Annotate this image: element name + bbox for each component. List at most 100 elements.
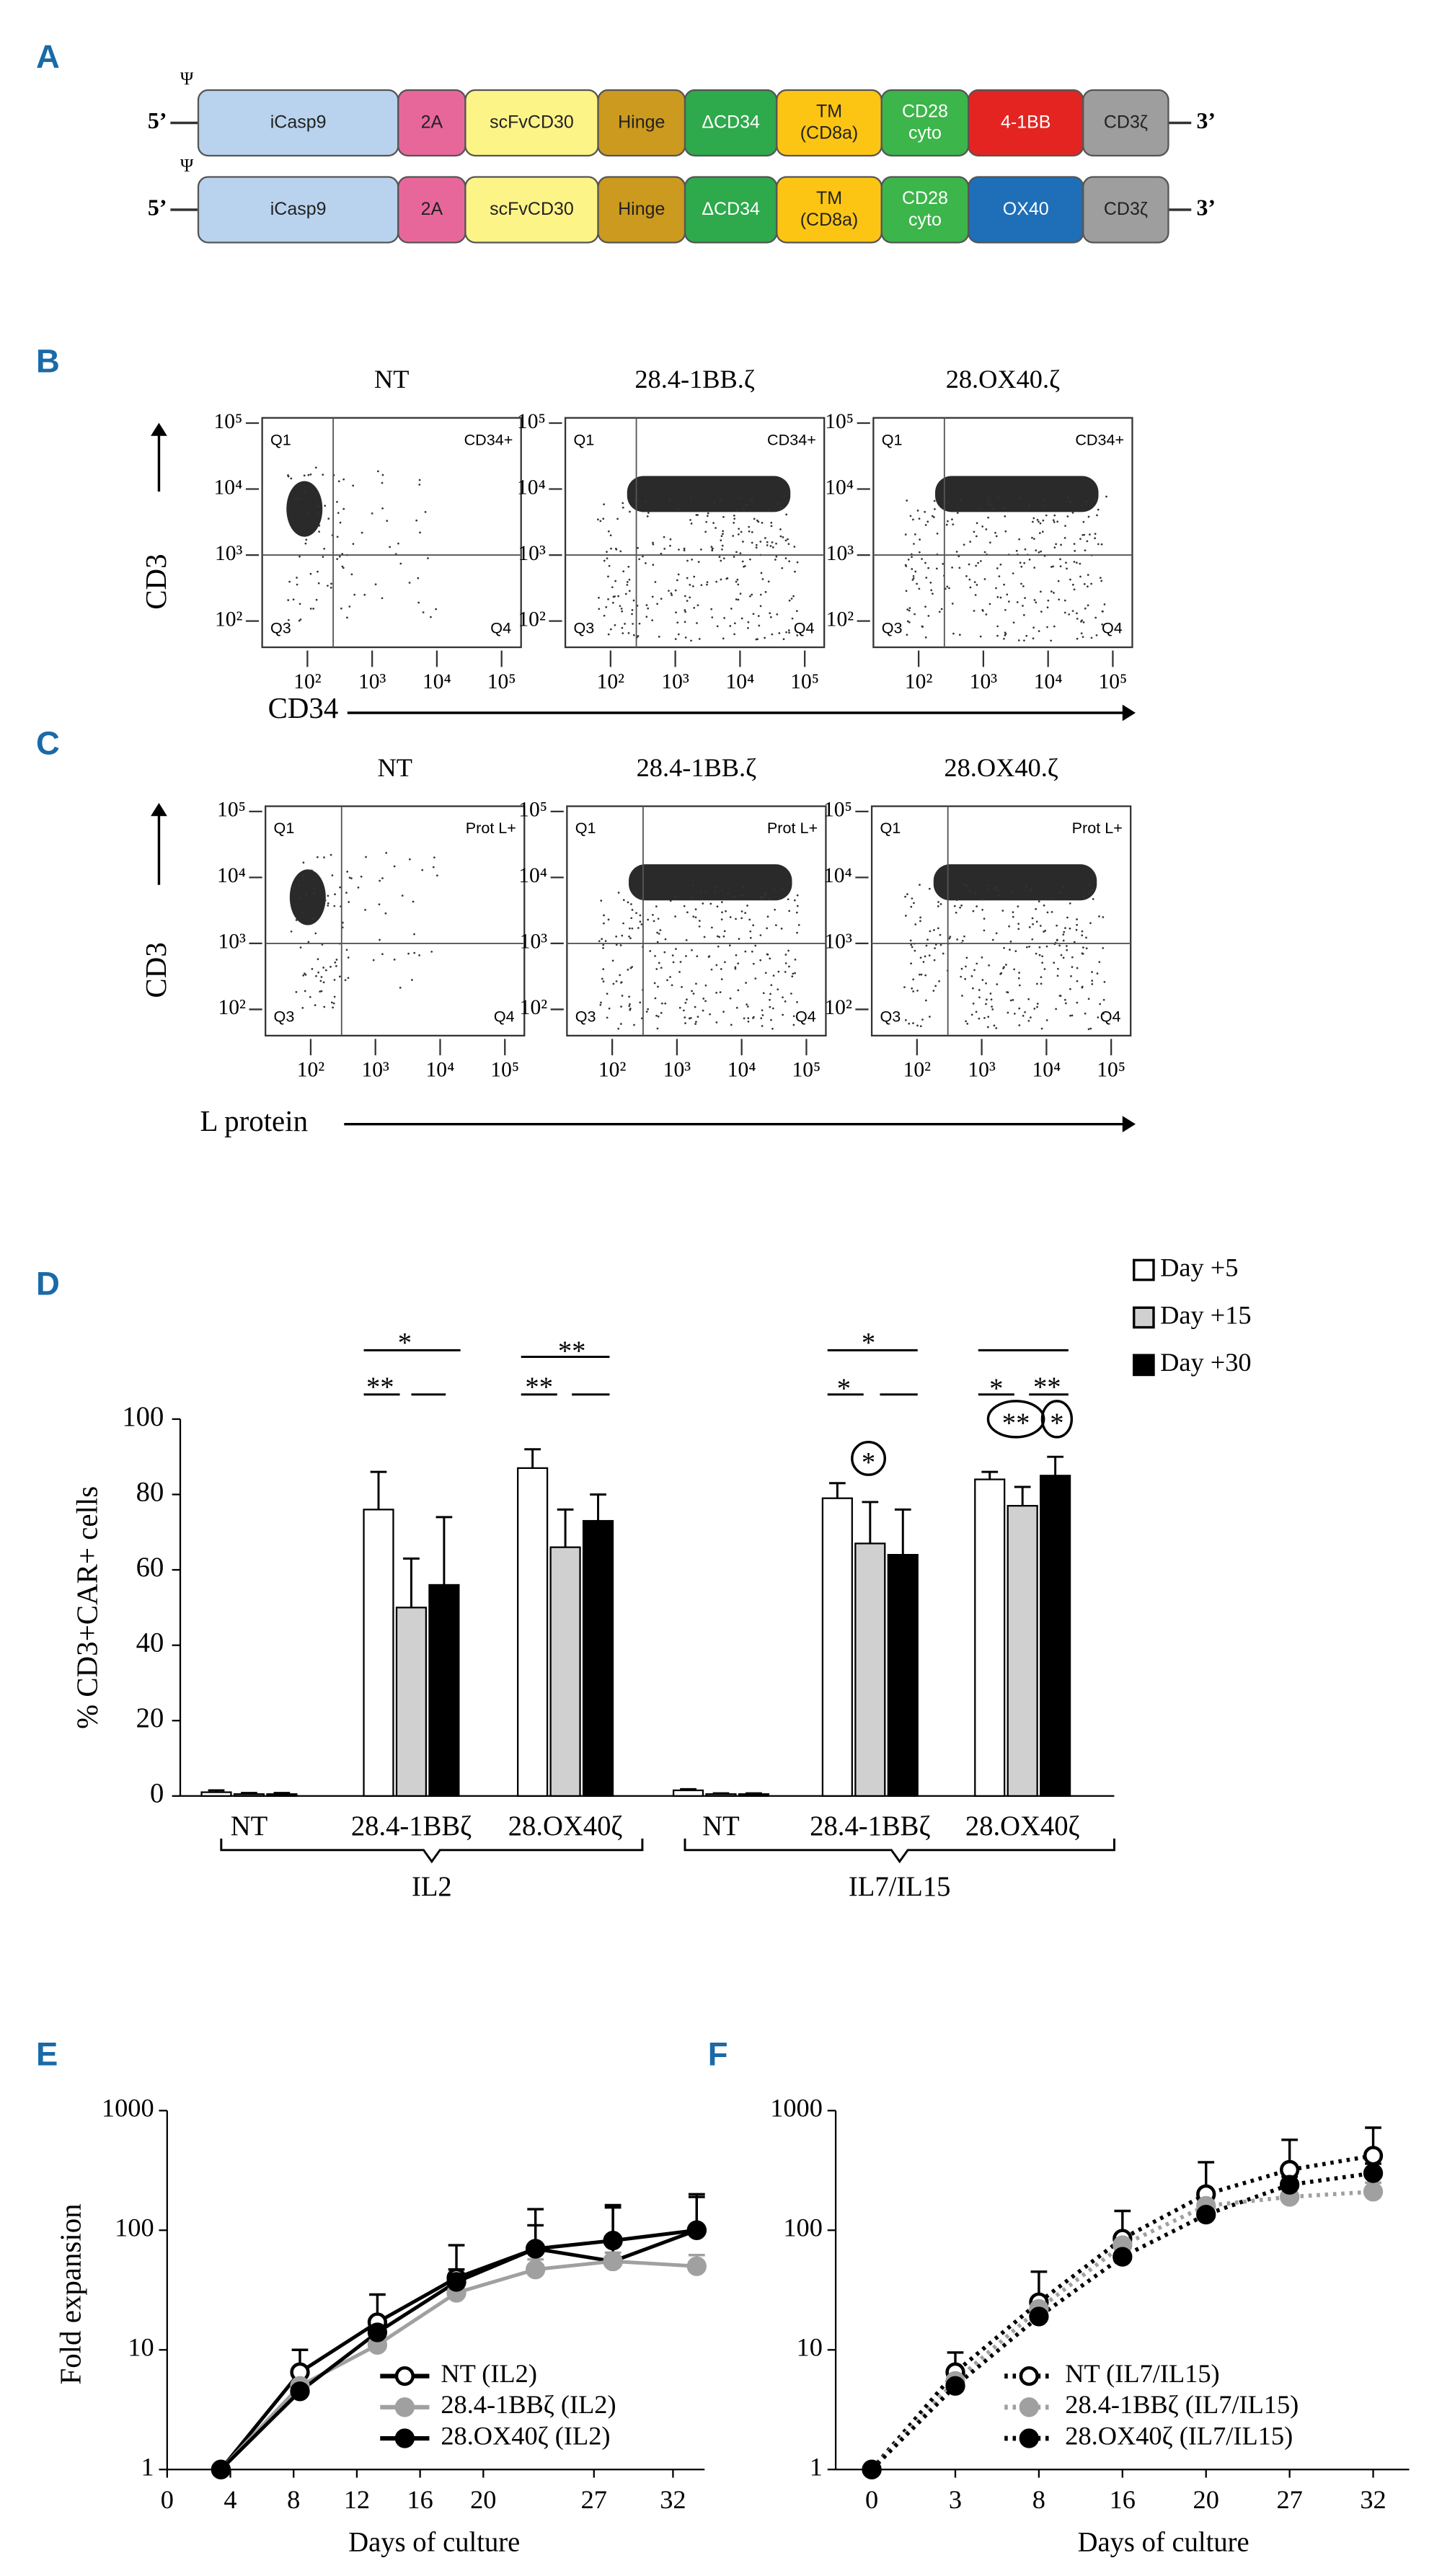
event-dot — [336, 536, 339, 538]
event-dot — [913, 902, 915, 905]
segment-label: Hinge — [618, 199, 665, 219]
event-dot — [760, 572, 763, 574]
segment-label: iCasp9 — [270, 199, 327, 219]
significance-label: * — [989, 1374, 1003, 1404]
event-dot — [676, 621, 679, 624]
event-dot — [1045, 1019, 1048, 1021]
event-dot — [1079, 562, 1082, 565]
event-dot — [1011, 891, 1014, 894]
event-dot — [700, 584, 703, 587]
x-axis-label: CD34 — [268, 692, 339, 724]
event-dot — [332, 1002, 335, 1005]
event-dot — [602, 947, 604, 949]
event-dot — [317, 512, 319, 515]
event-dot — [775, 542, 777, 545]
event-dot — [1004, 530, 1007, 533]
event-dot — [1027, 998, 1030, 1000]
event-dot — [1085, 500, 1088, 503]
event-dot — [336, 501, 338, 503]
event-dot — [973, 610, 976, 612]
event-dot — [615, 935, 618, 938]
event-dot — [1050, 566, 1053, 568]
cell-population — [627, 476, 791, 512]
event-dot — [761, 521, 764, 524]
significance-label: * — [1050, 1408, 1063, 1439]
event-dot — [770, 984, 773, 987]
event-dot — [1043, 931, 1045, 933]
event-dot — [747, 1017, 750, 1019]
quadrant-label: Q3 — [274, 1008, 295, 1026]
event-dot — [290, 931, 293, 933]
event-dot — [720, 559, 722, 562]
event-dot — [668, 590, 670, 592]
event-dot — [653, 920, 655, 923]
plot-title: 28.4-1BB.ζ — [634, 365, 755, 394]
event-dot — [1038, 900, 1040, 903]
legend-label: 28.OX40ζ (IL7/IL15) — [1065, 2421, 1293, 2450]
event-dot — [307, 941, 310, 943]
event-dot — [698, 920, 701, 922]
event-dot — [929, 582, 932, 584]
event-dot — [722, 530, 725, 533]
significance-label: ** — [1002, 1408, 1030, 1439]
event-dot — [660, 598, 663, 600]
event-dot — [309, 608, 312, 610]
event-dot — [942, 563, 945, 565]
event-dot — [656, 603, 659, 605]
event-dot — [733, 514, 735, 517]
event-dot — [316, 874, 318, 876]
event-dot — [973, 581, 976, 583]
event-dot — [1041, 961, 1044, 964]
event-dot — [599, 520, 602, 523]
event-dot — [1071, 966, 1074, 968]
segment-label-line: scFvCD30 — [490, 199, 574, 219]
event-dot — [960, 499, 963, 502]
event-dot — [739, 592, 742, 595]
event-dot — [607, 633, 610, 636]
event-dot — [318, 524, 321, 527]
event-dot — [792, 595, 795, 598]
event-dot — [1018, 538, 1021, 541]
event-dot — [689, 596, 691, 599]
event-dot — [385, 852, 388, 854]
y-tick-label: 10² — [826, 608, 854, 631]
event-dot — [606, 557, 609, 560]
event-dot — [692, 884, 694, 887]
event-dot — [631, 927, 634, 930]
event-dot — [323, 1005, 326, 1008]
event-dot — [656, 1027, 659, 1030]
legend-marker — [394, 2397, 415, 2417]
event-dot — [919, 538, 921, 541]
event-dot — [1053, 514, 1056, 517]
event-dot — [974, 892, 977, 894]
event-dot — [614, 579, 616, 582]
event-dot — [987, 889, 990, 891]
segment-label: CD3ζ — [1104, 112, 1148, 132]
event-dot — [1043, 968, 1046, 970]
event-dot — [752, 924, 755, 927]
plot-title: 28.OX40.ζ — [946, 365, 1060, 394]
event-dot — [617, 1027, 620, 1030]
event-dot — [1073, 561, 1076, 563]
event-dot — [910, 962, 912, 965]
event-dot — [793, 546, 796, 548]
event-dot — [728, 944, 731, 947]
legend-marker — [394, 2428, 415, 2448]
cell-events — [598, 864, 800, 1030]
event-dot — [919, 884, 921, 886]
event-dot — [914, 613, 916, 616]
bar — [517, 1467, 549, 1797]
event-dot — [1053, 521, 1056, 523]
event-dot — [981, 908, 983, 911]
event-dot — [657, 918, 660, 920]
event-dot — [677, 507, 680, 510]
event-dot — [1019, 561, 1022, 564]
event-dot — [1039, 522, 1042, 525]
quadrant-label: Q1 — [573, 430, 594, 448]
event-dot — [699, 890, 702, 892]
event-dot — [919, 1025, 922, 1028]
event-dot — [1090, 636, 1093, 639]
event-dot — [621, 934, 624, 937]
event-dot — [716, 625, 719, 628]
